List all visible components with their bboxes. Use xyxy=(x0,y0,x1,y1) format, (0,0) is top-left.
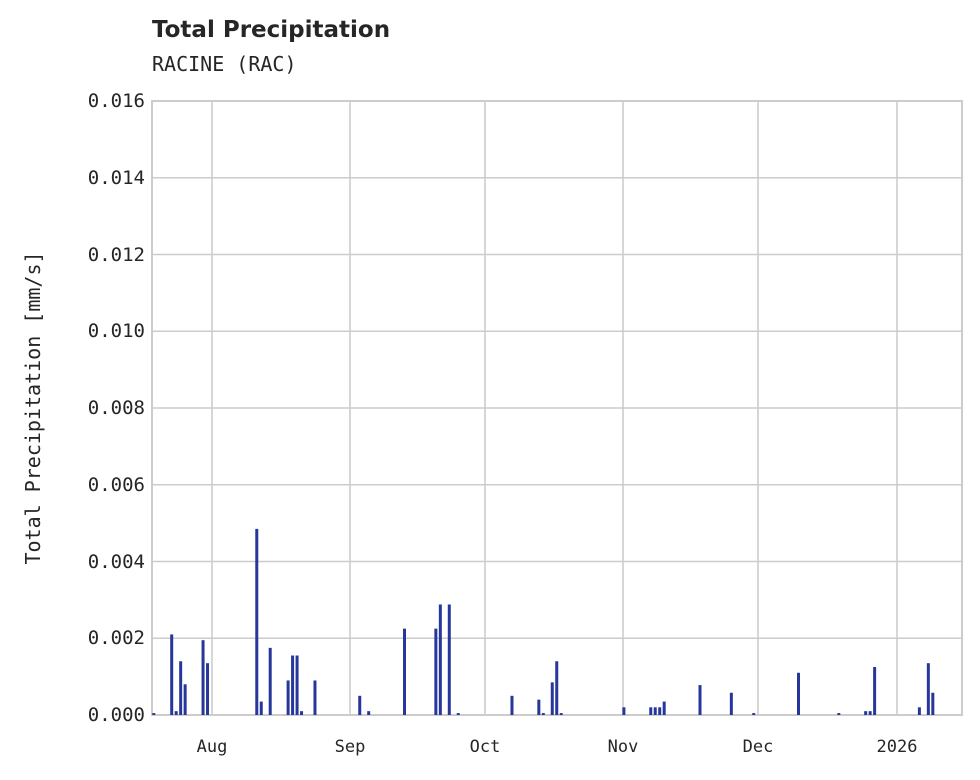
precip-bar xyxy=(286,680,290,715)
precip-bar xyxy=(698,685,702,715)
y-tick-label: 0.008 xyxy=(87,397,145,419)
precip-bar xyxy=(174,711,178,715)
precip-bar xyxy=(541,713,545,715)
precip-bar xyxy=(729,692,733,715)
y-tick-label: 0.000 xyxy=(87,704,145,726)
precip-bar xyxy=(752,713,756,715)
precip-bar xyxy=(931,692,935,715)
precip-bar xyxy=(510,695,514,715)
y-tick-label: 0.016 xyxy=(87,90,145,112)
precip-bar xyxy=(537,699,541,715)
precip-bar xyxy=(268,647,272,715)
precip-bar xyxy=(550,682,554,715)
precip-bar xyxy=(837,713,841,715)
y-tick-label: 0.002 xyxy=(87,627,145,650)
chart-subtitle: RACINE (RAC) xyxy=(152,52,297,76)
x-tick-label: 2026 xyxy=(876,737,918,757)
precip-bar xyxy=(456,713,460,715)
y-tick-label: 0.006 xyxy=(87,473,145,496)
precip-bar xyxy=(170,634,174,715)
precip-bar xyxy=(658,707,662,715)
precip-bar xyxy=(300,711,304,715)
y-tick-label: 0.010 xyxy=(87,320,145,343)
precip-bar xyxy=(403,628,407,715)
precip-bar xyxy=(559,713,563,715)
precip-bar xyxy=(917,707,921,715)
precip-bar xyxy=(555,661,559,715)
precip-bar xyxy=(864,711,868,715)
precip-bar xyxy=(291,655,295,715)
precip-bar xyxy=(622,707,626,715)
x-tick-label: Oct xyxy=(469,737,501,757)
x-tick-label: Aug xyxy=(196,737,228,757)
precip-bar xyxy=(926,663,930,715)
y-tick-label: 0.012 xyxy=(87,243,145,266)
precip-bar xyxy=(179,661,183,715)
precip-bar xyxy=(259,701,263,715)
x-tick-label: Nov xyxy=(607,737,639,757)
chart-title: Total Precipitation xyxy=(152,17,391,43)
precip-bar xyxy=(662,701,666,715)
y-tick-label: 0.014 xyxy=(87,166,145,189)
precip-bar xyxy=(255,528,259,715)
precip-bar xyxy=(649,707,653,715)
y-tick-label: 0.004 xyxy=(87,550,145,573)
precip-bar xyxy=(152,713,156,715)
precip-bar xyxy=(206,663,210,715)
x-tick-label: Dec xyxy=(742,737,774,757)
precip-bar xyxy=(367,711,371,715)
precip-bar xyxy=(868,711,872,715)
precip-bar xyxy=(434,628,438,715)
precip-bar xyxy=(295,655,299,715)
precip-bar xyxy=(313,680,317,715)
precip-bar xyxy=(358,695,362,715)
precip-bar xyxy=(447,604,451,715)
precip-bar xyxy=(797,672,801,715)
precip-bar xyxy=(653,707,657,715)
precip-bar xyxy=(201,640,205,715)
precip-bar xyxy=(438,604,442,715)
x-tick-label: Sep xyxy=(334,737,366,757)
precip-bar xyxy=(183,684,187,715)
precip-bar xyxy=(873,667,877,715)
